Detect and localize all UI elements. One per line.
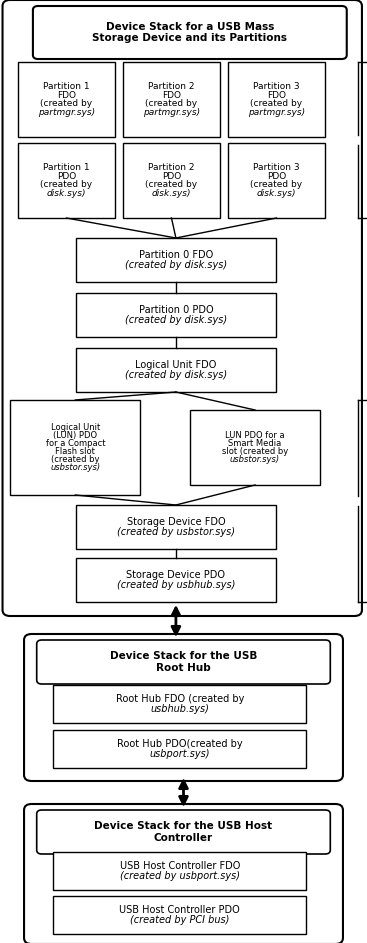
Text: Storage Device PDO: Storage Device PDO: [126, 571, 225, 580]
Text: (created by usbstor.sys): (created by usbstor.sys): [117, 527, 235, 537]
Text: (created by: (created by: [40, 180, 92, 190]
Text: disk.sys): disk.sys): [257, 190, 296, 198]
FancyBboxPatch shape: [228, 143, 325, 218]
Text: (created by: (created by: [250, 180, 302, 190]
Text: FDO: FDO: [57, 91, 76, 100]
FancyBboxPatch shape: [76, 238, 276, 282]
Text: Root Hub FDO (created by: Root Hub FDO (created by: [116, 694, 244, 704]
FancyBboxPatch shape: [18, 62, 115, 137]
FancyBboxPatch shape: [76, 348, 276, 392]
Text: Flash slot: Flash slot: [55, 447, 95, 456]
Text: Partition 2: Partition 2: [148, 82, 195, 91]
Text: for a Compact: for a Compact: [46, 438, 105, 448]
Text: Logical Unit FDO: Logical Unit FDO: [135, 360, 217, 371]
FancyBboxPatch shape: [76, 505, 276, 549]
Text: (created by: (created by: [250, 99, 302, 108]
Text: USB Host Controller PDO: USB Host Controller PDO: [119, 905, 240, 916]
Text: (created by usbhub.sys): (created by usbhub.sys): [117, 580, 235, 589]
Text: LUN PDO for a: LUN PDO for a: [225, 431, 285, 439]
FancyBboxPatch shape: [18, 143, 115, 218]
FancyBboxPatch shape: [24, 804, 343, 943]
FancyBboxPatch shape: [53, 852, 306, 890]
Text: (LUN) PDO: (LUN) PDO: [53, 431, 97, 439]
Text: Device Stack for the USB
Root Hub: Device Stack for the USB Root Hub: [110, 652, 257, 672]
Text: Partition 1: Partition 1: [43, 163, 90, 172]
Text: (created by: (created by: [40, 99, 92, 108]
FancyBboxPatch shape: [228, 62, 325, 137]
Text: slot (created by: slot (created by: [222, 447, 288, 456]
FancyBboxPatch shape: [53, 896, 306, 934]
Text: usbstor.sys): usbstor.sys): [230, 455, 280, 464]
FancyBboxPatch shape: [3, 0, 362, 616]
Text: partmgr.sys): partmgr.sys): [143, 108, 200, 117]
FancyBboxPatch shape: [123, 62, 220, 137]
Text: Partition 0 FDO: Partition 0 FDO: [139, 250, 213, 260]
Text: (created by: (created by: [145, 180, 197, 190]
FancyBboxPatch shape: [10, 400, 141, 495]
Text: partmgr.sys): partmgr.sys): [38, 108, 95, 117]
Text: Storage Device and its Partitions: Storage Device and its Partitions: [92, 33, 287, 42]
Text: Smart Media: Smart Media: [228, 438, 281, 448]
Text: disk.sys): disk.sys): [47, 190, 86, 198]
Text: (created by usbport.sys): (created by usbport.sys): [120, 870, 240, 881]
Text: PDO: PDO: [267, 172, 286, 181]
Text: Partition 0 PDO: Partition 0 PDO: [139, 306, 213, 315]
FancyBboxPatch shape: [190, 410, 320, 485]
Text: Root Hub PDO(created by: Root Hub PDO(created by: [117, 739, 243, 750]
Text: Partition 1: Partition 1: [43, 82, 90, 91]
Text: FDO: FDO: [267, 91, 286, 100]
Text: usbhub.sys): usbhub.sys): [150, 703, 209, 714]
Text: usbstor.sys): usbstor.sys): [50, 463, 100, 472]
Text: (created by: (created by: [145, 99, 197, 108]
FancyBboxPatch shape: [37, 640, 330, 684]
Text: Partition 3: Partition 3: [253, 82, 300, 91]
Text: (created by disk.sys): (created by disk.sys): [125, 259, 227, 270]
Text: partmgr.sys): partmgr.sys): [248, 108, 305, 117]
Text: PDO: PDO: [162, 172, 181, 181]
FancyBboxPatch shape: [24, 634, 343, 781]
Text: (created by disk.sys): (created by disk.sys): [125, 315, 227, 324]
Text: Partition 3: Partition 3: [253, 163, 300, 172]
Text: Device Stack for the USB Host
Controller: Device Stack for the USB Host Controller: [94, 821, 273, 843]
Text: FDO: FDO: [162, 91, 181, 100]
Text: Storage Device FDO: Storage Device FDO: [127, 518, 225, 527]
Text: PDO: PDO: [57, 172, 76, 181]
FancyBboxPatch shape: [76, 558, 276, 602]
Text: disk.sys): disk.sys): [152, 190, 191, 198]
Text: Logical Unit: Logical Unit: [51, 422, 100, 432]
FancyBboxPatch shape: [76, 293, 276, 337]
Text: Device Stack for a USB Mass: Device Stack for a USB Mass: [106, 23, 274, 32]
Text: Partition 2: Partition 2: [148, 163, 195, 172]
FancyBboxPatch shape: [37, 810, 330, 854]
FancyBboxPatch shape: [53, 730, 306, 768]
FancyBboxPatch shape: [53, 685, 306, 723]
Text: (created by: (created by: [51, 455, 99, 464]
Text: USB Host Controller FDO: USB Host Controller FDO: [120, 861, 240, 871]
Text: usbport.sys): usbport.sys): [149, 749, 210, 759]
Text: (created by PCI bus): (created by PCI bus): [130, 915, 229, 925]
FancyBboxPatch shape: [123, 143, 220, 218]
Text: (created by disk.sys): (created by disk.sys): [125, 370, 227, 380]
FancyBboxPatch shape: [33, 6, 347, 59]
